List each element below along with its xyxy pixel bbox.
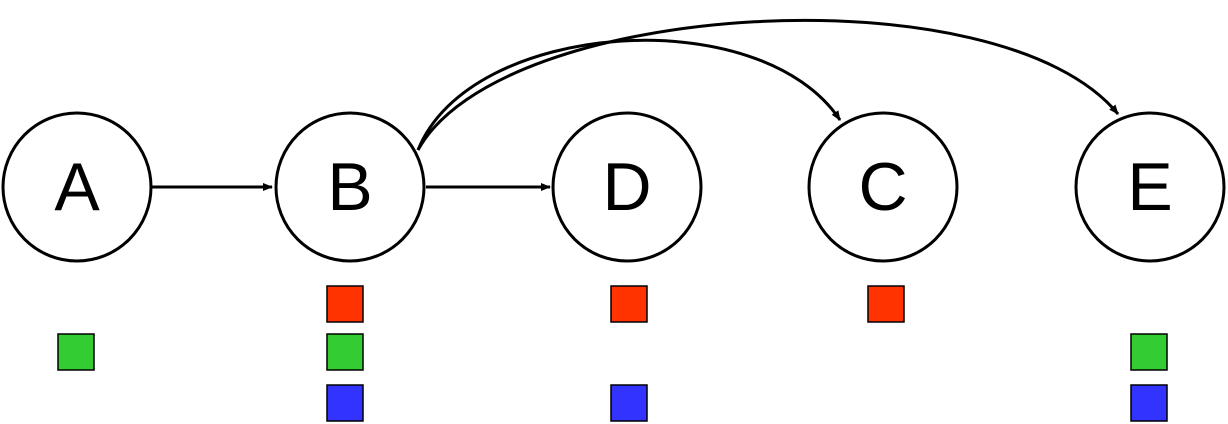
- node-b-label: B: [327, 149, 372, 225]
- node-d-label: D: [602, 149, 651, 225]
- marker-c-red: [867, 285, 905, 323]
- marker-a-green: [57, 333, 95, 371]
- edge-b-to-e: [416, 18, 1120, 151]
- node-c: C: [807, 111, 959, 263]
- node-e-label: E: [1127, 149, 1172, 225]
- marker-b-red: [326, 285, 364, 323]
- node-d: D: [551, 111, 703, 263]
- node-b-circle: [274, 111, 426, 263]
- node-c-label: C: [858, 149, 907, 225]
- node-c-circle: [807, 111, 959, 263]
- marker-e-green: [1130, 333, 1168, 371]
- marker-b-blue: [326, 384, 364, 422]
- node-a-circle: [1, 111, 153, 263]
- node-a: A: [1, 111, 153, 263]
- marker-d-blue: [610, 384, 648, 422]
- node-b: B: [274, 111, 426, 263]
- markers: [57, 285, 1168, 422]
- node-e: E: [1074, 111, 1226, 263]
- node-e-circle: [1074, 111, 1226, 263]
- edges: [152, 18, 1120, 191]
- marker-e-blue: [1130, 384, 1168, 422]
- marker-b-green: [326, 333, 364, 371]
- marker-d-red: [610, 285, 648, 323]
- node-a-label: A: [54, 149, 100, 225]
- node-d-circle: [551, 111, 703, 263]
